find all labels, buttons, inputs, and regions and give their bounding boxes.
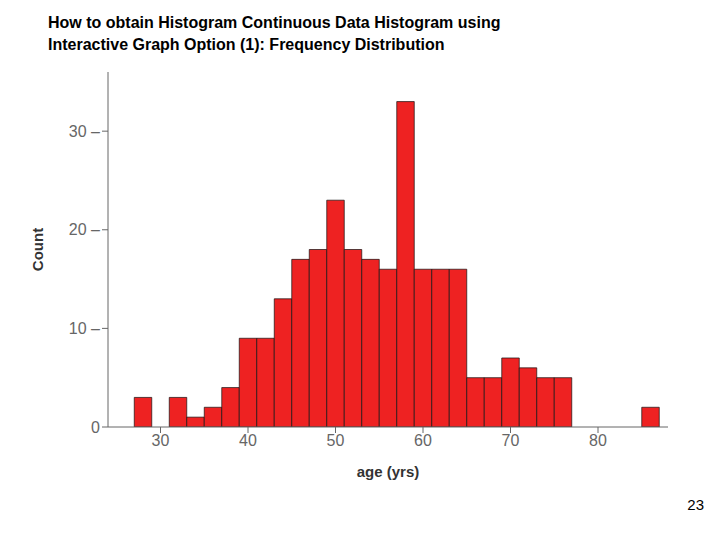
svg-text:50: 50	[327, 432, 345, 449]
svg-text:80: 80	[589, 432, 607, 449]
html-text:How to obtain Histogram Contin: How to obtain Histogram Continuous Data …	[48, 14, 501, 53]
svg-text:30 –: 30 –	[69, 123, 100, 140]
svg-text:70: 70	[502, 432, 520, 449]
svg-text:40: 40	[239, 432, 257, 449]
svg-text:0: 0	[91, 419, 100, 436]
svg-text:60: 60	[414, 432, 432, 449]
html-text:23: 23	[687, 496, 704, 513]
svg-text:Count: Count	[29, 228, 46, 271]
svg-text:10 –: 10 –	[69, 320, 100, 337]
svg-text:30: 30	[152, 432, 170, 449]
svg-text:20 –: 20 –	[69, 221, 100, 238]
svg-text:age (yrs): age (yrs)	[357, 463, 420, 480]
